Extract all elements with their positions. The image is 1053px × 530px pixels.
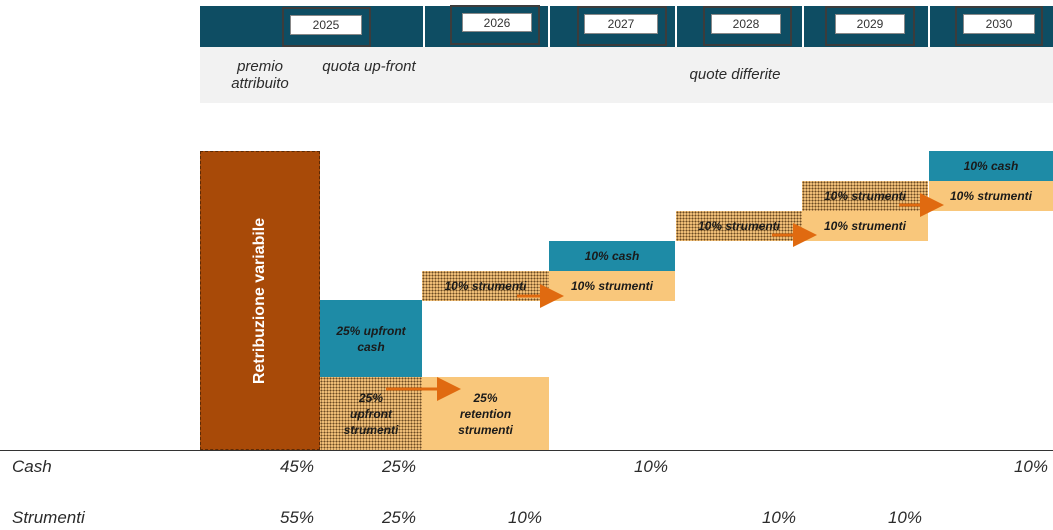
year-frame-2026 (450, 5, 540, 45)
strumenti-2030-block: 10% strumenti (929, 181, 1053, 211)
cash-value-premio: 45% (279, 457, 314, 476)
year-label-2026: 2026 (462, 13, 532, 32)
baseline (0, 450, 1053, 451)
cash-row-label: Cash (12, 457, 52, 476)
quote-differite-label: quote differite (689, 66, 781, 83)
subheader-band (200, 47, 1053, 103)
header-divider (423, 6, 425, 47)
strumenti-2029b-block: 10% strumenti (802, 211, 928, 241)
retribuzione-variabile-bar (200, 151, 320, 450)
header-divider (675, 6, 677, 47)
strumenti-value-2029: 10% (887, 508, 922, 527)
year-label-2027: 2027 (584, 14, 658, 34)
upfront-cash-block: 25% upfront cash (320, 300, 422, 377)
year-frame-2029 (825, 6, 915, 46)
year-label-2029: 2029 (835, 14, 905, 34)
year-frame-2025 (282, 7, 371, 47)
cash-value-2030: 10% (1013, 457, 1048, 476)
year-frame-2030 (955, 6, 1043, 46)
strumenti-value-2028: 10% (761, 508, 796, 527)
premio-attribuito-label: premio attribuito (231, 58, 289, 92)
year-frame-2027 (577, 6, 667, 46)
cash-value-2027: 10% (633, 457, 668, 476)
cash-2030-block: 10% cash (929, 151, 1053, 181)
strumenti-row-label: Strumenti (12, 508, 85, 527)
cash-value-upfront: 25% (381, 457, 416, 476)
year-label-2028: 2028 (711, 14, 781, 34)
year-label-2030: 2030 (963, 14, 1035, 34)
strumenti-2029a-block: 10% strumenti (802, 181, 928, 211)
header-divider (548, 6, 550, 47)
header-divider (928, 6, 930, 47)
header-divider (802, 6, 804, 47)
strumenti-value-upfront: 25% (381, 508, 416, 527)
strumenti-2027-block: 10% strumenti (549, 271, 675, 301)
year-frame-2028 (703, 6, 792, 46)
strumenti-value-premio: 55% (279, 508, 314, 527)
year-label-2025: 2025 (290, 15, 362, 35)
strumenti-value-2026: 10% (507, 508, 542, 527)
quota-upfront-label: quota up-front (322, 58, 416, 75)
cash-2027-block: 10% cash (549, 241, 675, 271)
